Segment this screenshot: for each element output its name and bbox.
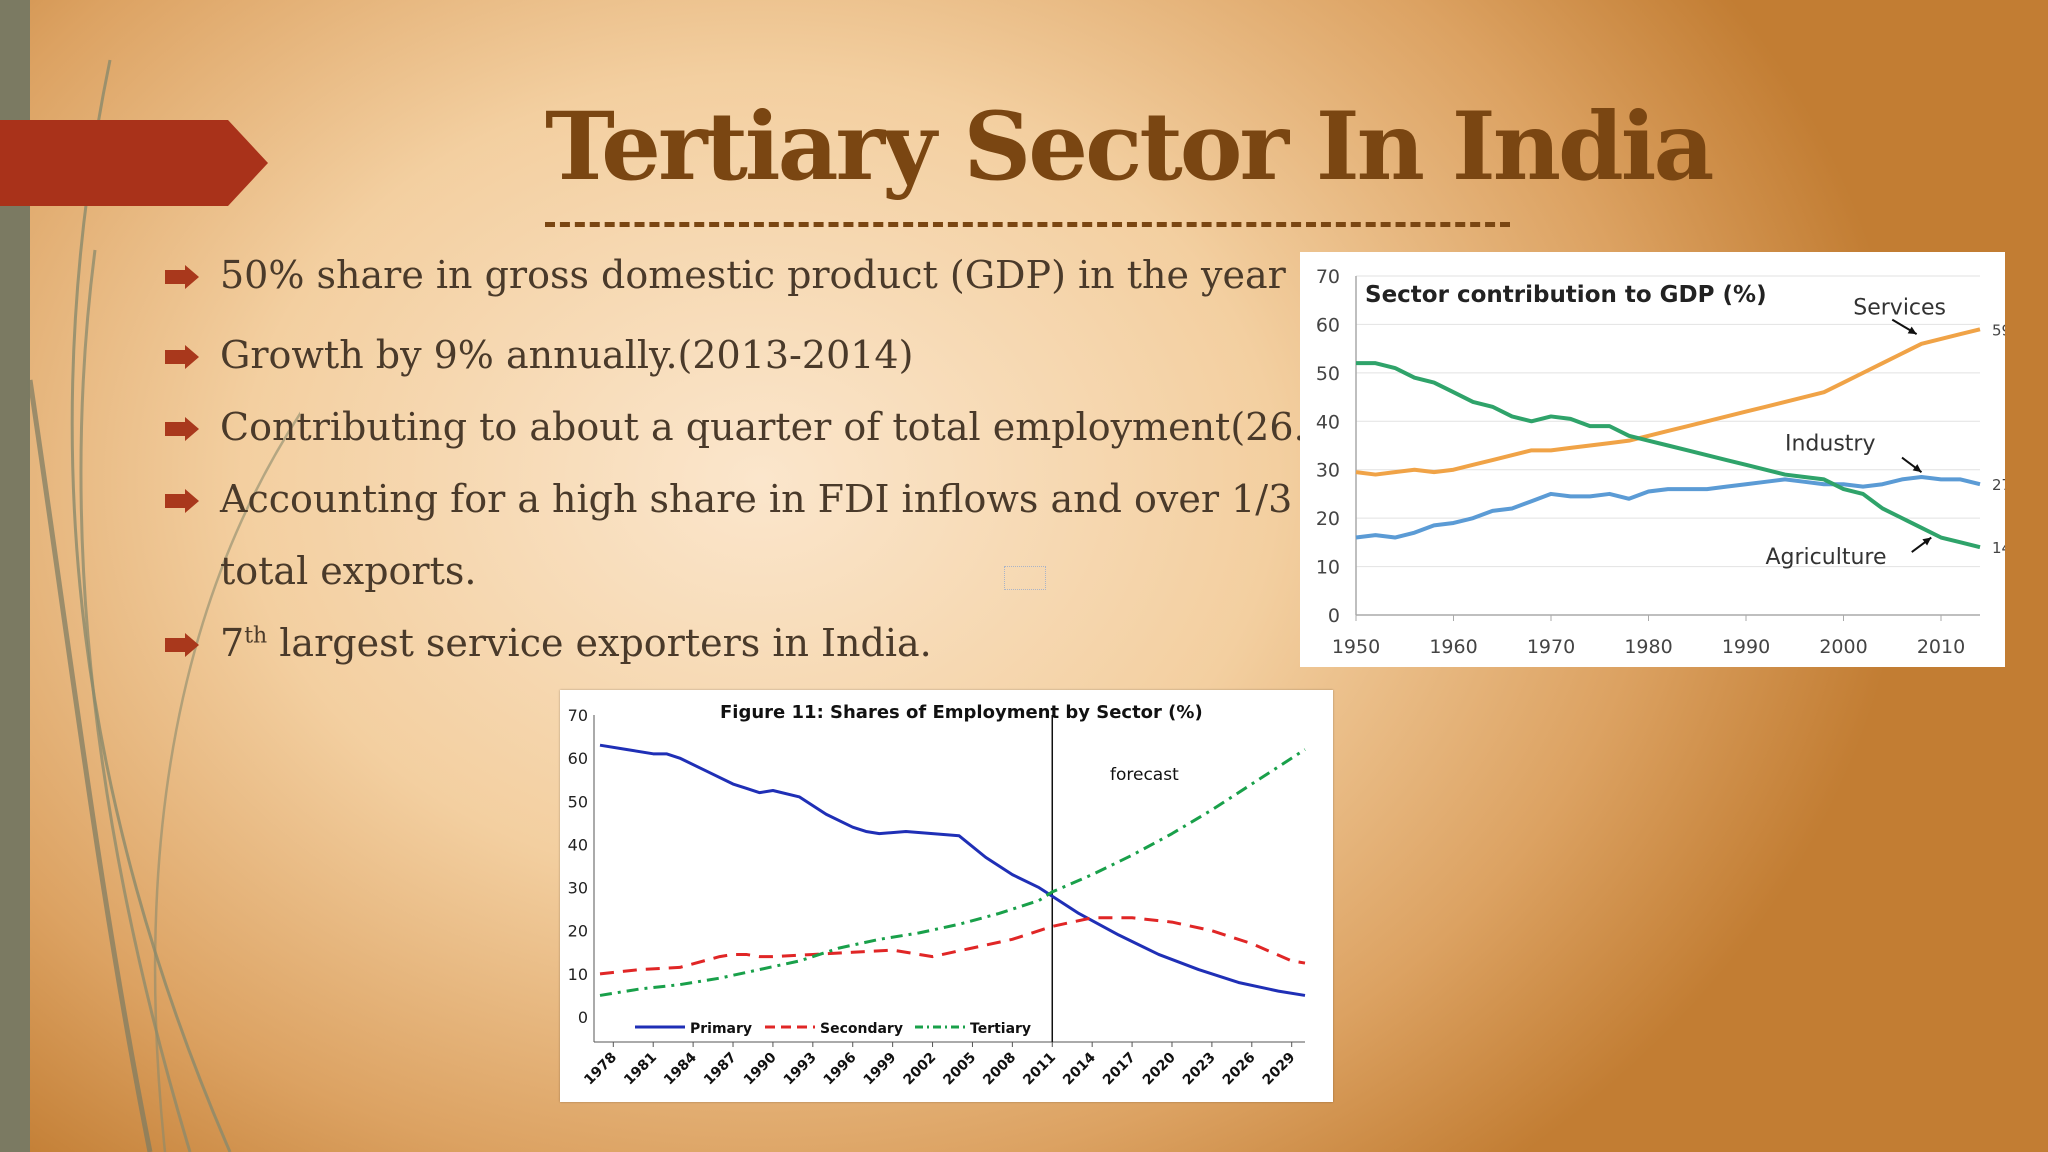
gdp-y-tick-label: 60 [1316,314,1340,336]
gdp-y-tick-label: 20 [1316,508,1340,530]
gdp-x-tick-label: 2000 [1819,636,1867,658]
gdp-y-tick-label: 70 [1316,266,1340,288]
emp-y-tick-label: 40 [568,835,588,854]
gdp-end-label: 59 [1992,321,2005,339]
gdp-x-tick-label: 1990 [1722,636,1770,658]
gdp-series-name-label: Services [1853,296,1946,321]
slide-title: Tertiary Sector In India [545,92,1714,202]
gdp-y-tick-label: 0 [1328,605,1340,627]
emp-x-tick-label: 2023 [1180,1050,1219,1089]
gdp-x-tick-label: 2010 [1917,636,1965,658]
gdp-series-name-label: Agriculture [1766,545,1887,570]
emp-y-tick-label: 10 [568,965,588,984]
gdp-x-tick-label: 1960 [1429,636,1477,658]
gdp-series-name-label: Industry [1785,431,1876,456]
bullet-text: 7th largest service exporters in India. [220,621,932,665]
emp-x-tick-label: 1987 [701,1050,740,1089]
emp-x-tick-label: 1993 [781,1050,820,1089]
emp-x-tick-label: 2014 [1060,1049,1099,1088]
gdp-series-line-agriculture [1356,361,1981,550]
title-tag-arrow [0,120,268,206]
emp-legend-label: Primary [690,1021,752,1037]
emp-x-tick-label: 1984 [661,1049,700,1088]
gdp-arrow-head [1922,537,1932,546]
emp-series-line-tertiary [599,748,1306,997]
gdp-end-label: 27 [1992,476,2005,494]
bullet-arrow-icon [165,417,199,441]
gdp-x-tick-label: 1980 [1624,636,1672,658]
bullet-continuation: total exports. [220,549,477,593]
gdp-arrow-head [1912,464,1922,473]
bullet-text: Contributing to about a quarter of total… [220,405,1393,449]
gdp-chart-svg: 0 10 20 30 40 50 60 70 1950 1960 1970 1980 1990 2000 2… [1316,266,2011,658]
gdp-series-line-industry [1355,474,1981,540]
bullet-arrow-icon [165,633,199,657]
employment-chart: 0 10 20 30 40 50 60 70 1978 1981 1984 1987 1990 1993 1… [560,690,1333,1102]
gdp-y-tick-label: 40 [1316,411,1340,433]
gdp-end-label: 14 [1992,539,2005,557]
gdp-x-tick-label: 1950 [1332,636,1380,658]
emp-y-tick-label: 70 [568,706,588,725]
bullet-text: Growth by 9% annually.(2013-2014) [220,333,914,377]
gdp-y-tick-label: 30 [1316,460,1340,482]
emp-x-tick-label: 2008 [980,1050,1019,1089]
forecast-label: forecast [1110,765,1179,785]
gdp-chart: 0 10 20 30 40 50 60 70 1950 1960 1970 1980 1990 2000 2… [1300,252,2011,667]
title-dashed-rule [545,222,1510,227]
bullet-arrow-icon [165,345,199,369]
emp-x-tick-label: 2005 [940,1050,979,1089]
emp-x-tick-label: 1996 [821,1050,860,1089]
emp-y-tick-label: 50 [568,792,588,811]
employment-chart-title: Figure 11: Shares of Employment by Secto… [720,702,1203,723]
gdp-series-line-services [1355,327,1981,477]
emp-legend-label: Tertiary [970,1021,1031,1037]
emp-legend-label: Secondary [820,1021,903,1037]
emp-x-tick-label: 2017 [1100,1050,1139,1089]
emp-x-tick-label: 2026 [1220,1050,1259,1089]
emp-series-line-primary [599,743,1306,997]
bullet-text: Accounting for a high share in FDI inflo… [220,477,1342,521]
embedded-object-placeholder [1004,566,1046,590]
bullet-arrow-icon [165,489,199,513]
bullet-arrow-icon [165,265,199,289]
emp-x-tick-label: 2029 [1260,1050,1299,1089]
emp-y-tick-label: 60 [568,749,588,768]
emp-x-tick-label: 2011 [1020,1050,1059,1089]
bullet-text: 50% share in gross domestic product (GDP… [220,253,1395,297]
gdp-y-tick-label: 10 [1316,557,1340,579]
gdp-x-tick-label: 1970 [1527,636,1575,658]
gdp-chart-title: Sector contribution to GDP (%) [1365,282,1767,308]
emp-x-tick-label: 1981 [621,1050,660,1089]
emp-series-line-secondary [599,916,1306,976]
emp-y-tick-label: 20 [568,922,588,941]
decorative-swirl-lines [27,59,300,1152]
emp-x-tick-label: 2002 [901,1050,940,1089]
gdp-arrow-head [1907,326,1917,335]
emp-y-tick-label: 30 [568,879,588,898]
emp-x-tick-label: 1978 [581,1050,620,1089]
gdp-y-tick-label: 50 [1316,363,1340,385]
emp-x-tick-label: 1990 [741,1049,780,1088]
emp-y-tick-label: 0 [578,1008,588,1027]
emp-x-tick-label: 2020 [1140,1049,1179,1088]
emp-x-tick-label: 1999 [861,1050,900,1089]
